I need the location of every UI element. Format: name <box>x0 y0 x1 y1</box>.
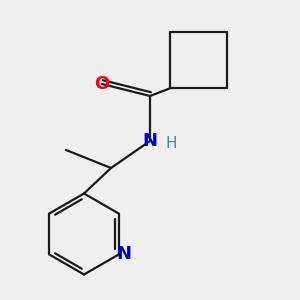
Text: N: N <box>142 132 158 150</box>
Text: O: O <box>94 75 110 93</box>
Text: H: H <box>165 136 177 152</box>
Text: N: N <box>116 245 131 263</box>
